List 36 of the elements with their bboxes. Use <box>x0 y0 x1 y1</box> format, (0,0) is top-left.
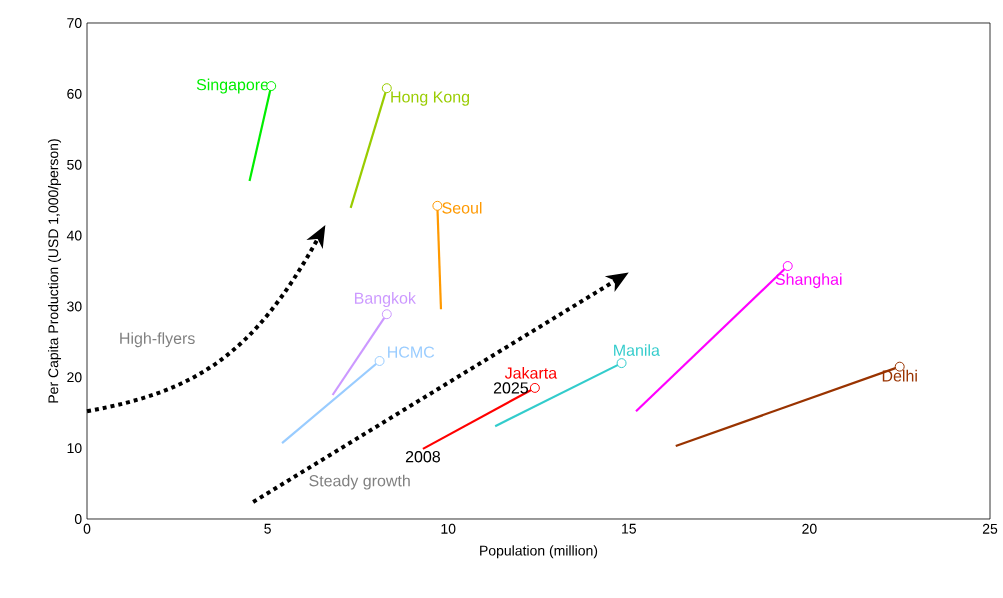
point <box>381 83 392 94</box>
series-label: Bangkok <box>354 292 416 308</box>
series-label: Delhi <box>882 369 917 382</box>
point <box>782 261 793 272</box>
y-tick-label: 30 <box>67 301 82 312</box>
y-axis-title: Per Capita Production (USD 1,000/person) <box>47 139 62 403</box>
series-label: Manila <box>614 344 660 356</box>
series-label: Shanghai <box>775 273 842 289</box>
x-axis-title: Population (million) <box>480 545 598 559</box>
point <box>432 200 443 211</box>
y-tick-label: 20 <box>67 372 82 383</box>
x-tick-label: 10 <box>441 523 456 534</box>
y-tick-label: 50 <box>67 159 82 170</box>
point <box>381 309 392 320</box>
series-label: Hong Kong <box>391 91 470 106</box>
x-tick-label: 0 <box>83 523 91 534</box>
series-label: Jakarta <box>504 366 558 379</box>
series-label: Seoul <box>442 201 482 214</box>
y-tick-label: 60 <box>67 88 82 99</box>
x-tick-label: 15 <box>622 523 637 534</box>
y-tick-label: 70 <box>67 18 82 28</box>
series-label: HCMC <box>388 346 435 358</box>
annotation: Steady growth <box>309 474 410 490</box>
point <box>529 382 540 393</box>
y-tick-label: 40 <box>66 230 82 241</box>
x-tick-label: 20 <box>802 523 817 534</box>
x-tick-label: 5 <box>264 523 271 534</box>
annotation: 2025 <box>493 382 529 394</box>
y-tick-label: 10 <box>67 443 82 454</box>
point <box>616 358 627 369</box>
annotation: 2008 <box>405 451 441 463</box>
point <box>374 356 385 366</box>
annotation: High-flyers <box>120 332 195 348</box>
y-tick-label: 0 <box>74 514 82 524</box>
x-tick-label: 25 <box>982 523 998 534</box>
series-label: Singapore <box>196 78 269 94</box>
